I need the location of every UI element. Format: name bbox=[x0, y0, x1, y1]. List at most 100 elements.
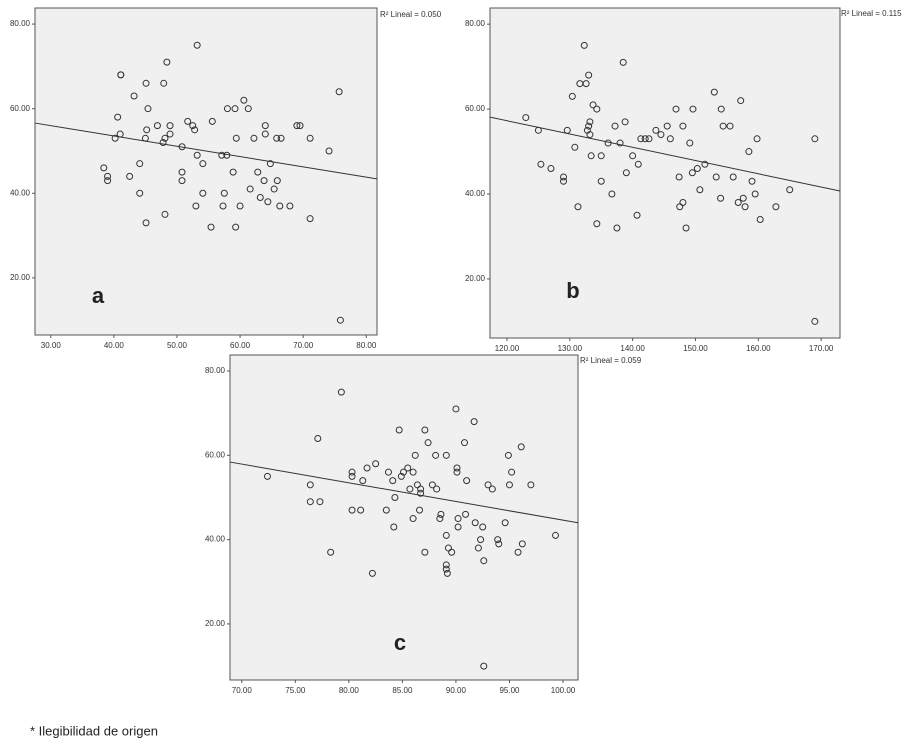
y-tick-label: 60.00 bbox=[465, 104, 486, 113]
point bbox=[397, 472, 405, 480]
plot-area bbox=[229, 354, 579, 681]
y-tick-label: 40.00 bbox=[205, 535, 226, 544]
point bbox=[514, 548, 522, 556]
point bbox=[144, 105, 152, 113]
y-tick-label: 20.00 bbox=[205, 619, 226, 628]
point bbox=[421, 426, 429, 434]
point bbox=[719, 122, 727, 130]
point bbox=[264, 198, 272, 206]
point bbox=[218, 151, 226, 159]
point bbox=[184, 117, 192, 125]
point bbox=[811, 317, 819, 325]
point bbox=[786, 186, 794, 194]
point bbox=[236, 202, 244, 210]
x-tick-label: 40.00 bbox=[104, 341, 125, 350]
fit-line bbox=[489, 116, 841, 192]
point bbox=[494, 536, 502, 544]
point bbox=[231, 105, 239, 113]
point bbox=[634, 160, 642, 168]
point bbox=[296, 122, 304, 130]
point bbox=[199, 189, 207, 197]
point bbox=[672, 105, 680, 113]
x-tick-label: 150.00 bbox=[683, 344, 708, 353]
footnote: * Ilegibilidad de origen bbox=[30, 723, 158, 738]
point bbox=[136, 160, 144, 168]
point bbox=[136, 189, 144, 197]
point bbox=[484, 481, 492, 489]
point bbox=[621, 118, 629, 126]
point bbox=[273, 177, 281, 185]
y-tick-label: 80.00 bbox=[465, 19, 486, 28]
point bbox=[505, 481, 513, 489]
point bbox=[314, 434, 322, 442]
point bbox=[263, 472, 271, 480]
point bbox=[229, 168, 237, 176]
point bbox=[111, 134, 119, 142]
point bbox=[368, 569, 376, 577]
point bbox=[161, 134, 169, 142]
point bbox=[745, 148, 753, 156]
point bbox=[522, 114, 530, 122]
point bbox=[256, 194, 264, 202]
point bbox=[462, 510, 470, 518]
point bbox=[395, 426, 403, 434]
point bbox=[433, 485, 441, 493]
point bbox=[589, 101, 597, 109]
point bbox=[193, 151, 201, 159]
point bbox=[442, 451, 450, 459]
point bbox=[406, 485, 414, 493]
point bbox=[126, 172, 134, 180]
point bbox=[232, 223, 240, 231]
point bbox=[501, 519, 509, 527]
point bbox=[527, 481, 535, 489]
point bbox=[442, 531, 450, 539]
point bbox=[130, 92, 138, 100]
point bbox=[622, 169, 630, 177]
point bbox=[641, 135, 649, 143]
point bbox=[645, 135, 653, 143]
point bbox=[192, 202, 200, 210]
point bbox=[143, 126, 151, 134]
point bbox=[717, 194, 725, 202]
x-tick-label: 80.00 bbox=[356, 341, 377, 350]
point bbox=[348, 472, 356, 480]
point bbox=[220, 189, 228, 197]
x-tick-label: 80.00 bbox=[339, 686, 360, 695]
point bbox=[390, 523, 398, 531]
point bbox=[751, 190, 759, 198]
point bbox=[613, 224, 621, 232]
point bbox=[701, 160, 709, 168]
point bbox=[411, 451, 419, 459]
point bbox=[208, 117, 216, 125]
point bbox=[696, 186, 704, 194]
point bbox=[710, 88, 718, 96]
point bbox=[454, 515, 462, 523]
point bbox=[547, 165, 555, 173]
point bbox=[417, 485, 425, 493]
point bbox=[191, 126, 199, 134]
point bbox=[737, 97, 745, 105]
point bbox=[633, 211, 641, 219]
point bbox=[432, 451, 440, 459]
r2-annotation: R² Lineal = 0.059 bbox=[580, 356, 642, 365]
point bbox=[306, 215, 314, 223]
point bbox=[568, 92, 576, 100]
point bbox=[739, 194, 747, 202]
point bbox=[404, 464, 412, 472]
point bbox=[363, 464, 371, 472]
point bbox=[189, 122, 197, 130]
point bbox=[199, 160, 207, 168]
point bbox=[276, 202, 284, 210]
x-tick-label: 100.00 bbox=[551, 686, 576, 695]
point bbox=[382, 506, 390, 514]
point bbox=[416, 506, 424, 514]
point bbox=[384, 468, 392, 476]
point bbox=[454, 523, 462, 531]
plot-area bbox=[489, 7, 841, 339]
point bbox=[277, 134, 285, 142]
point bbox=[753, 135, 761, 143]
point bbox=[178, 168, 186, 176]
r2-annotation: R² Lineal = 0.115 bbox=[841, 9, 902, 18]
point bbox=[726, 122, 734, 130]
